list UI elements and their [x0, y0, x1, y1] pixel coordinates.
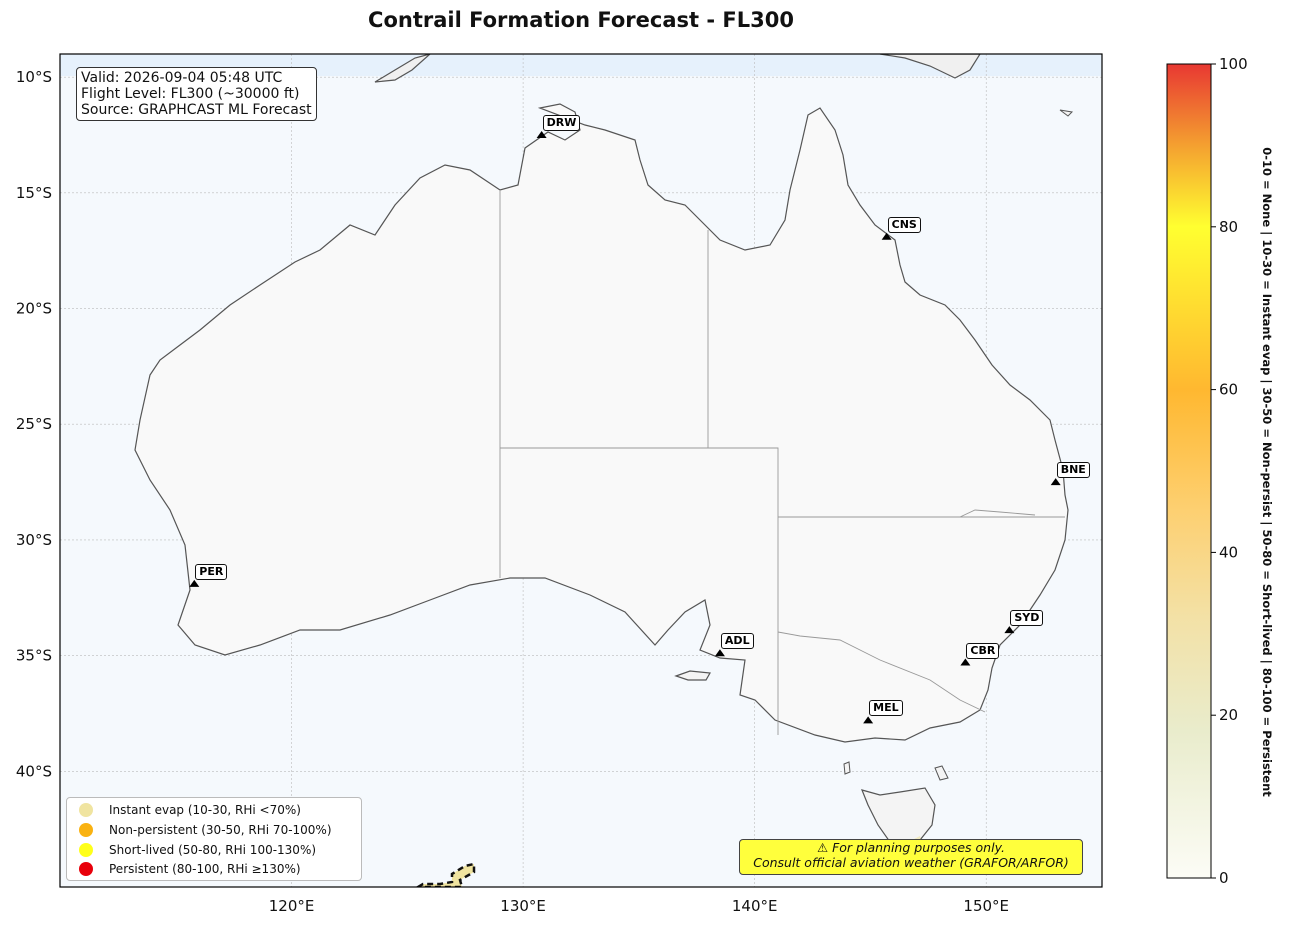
city-marker-cbr	[960, 658, 971, 666]
contrail-patch	[415, 862, 476, 887]
lon-ticks: 120°E 130°E 140°E 150°E	[269, 897, 1009, 915]
tasmania	[860, 787, 936, 851]
info-valid: Valid: 2026-09-04 05:48 UTC	[81, 70, 283, 86]
colorbar-side-label: 0-10 = None | 10-30 = Instant evap | 30-…	[1232, 72, 1302, 872]
city-marker-cns	[881, 232, 892, 240]
legend-label-persistent: Persistent (80-100, RHi ≥130%)	[109, 862, 301, 876]
city-label-syd: SYD	[1010, 610, 1044, 627]
disclaimer-line1: ⚠ For planning purposes only.	[817, 840, 1005, 855]
colorbar-category-text: 0-10 = None | 10-30 = Instant evap | 30-…	[1260, 147, 1274, 797]
city-label-bne: BNE	[1056, 462, 1090, 479]
state-borders	[499, 190, 1065, 735]
legend-label-shortlived: Short-lived (50-80, RHi 100-130%)	[109, 843, 317, 857]
lat-ticks: 10°S 15°S 20°S 25°S 30°S 35°S 40°S	[16, 68, 52, 780]
city-label-drw: DRW	[542, 114, 581, 131]
kangaroo-island	[674, 670, 711, 681]
disclaimer-line2: Consult official aviation weather (GRAFO…	[753, 855, 1069, 870]
legend-item-nonpersistent: Non-persistent (30-50, RHi 70-100%)	[79, 821, 332, 839]
city-marker-adl	[714, 649, 725, 657]
city-label-cbr: CBR	[966, 642, 1000, 659]
info-flight-level: Flight Level: FL300 (~30000 ft)	[81, 86, 300, 102]
city-label-per: PER	[195, 563, 228, 580]
city-markers	[189, 130, 1061, 724]
lon-tick-label: 120°E	[269, 897, 315, 915]
legend-dot-nonpersistent	[79, 823, 93, 837]
info-source: Source: GRAPHCAST ML Forecast	[81, 102, 312, 118]
chart-title: Contrail Formation Forecast - FL300	[368, 8, 794, 32]
legend-item-persistent: Persistent (80-100, RHi ≥130%)	[79, 860, 301, 878]
info-box: Valid: 2026-09-04 05:48 UTC Flight Level…	[76, 67, 317, 121]
legend-item-instant: Instant evap (10-30, RHi <70%)	[79, 801, 301, 819]
lat-tick-label: 40°S	[16, 762, 52, 780]
lat-tick-label: 25°S	[16, 415, 52, 433]
lon-tick-label: 150°E	[963, 897, 1009, 915]
legend-dot-persistent	[79, 862, 93, 876]
legend: Instant evap (10-30, RHi <70%) Non-persi…	[66, 797, 362, 881]
australia-mainland	[134, 103, 1069, 743]
legend-label-instant: Instant evap (10-30, RHi <70%)	[109, 803, 301, 817]
city-marker-bne	[1050, 478, 1061, 486]
new-guinea-coast	[879, 54, 981, 79]
city-label-cns: CNS	[887, 216, 921, 233]
lat-tick-label: 20°S	[16, 300, 52, 318]
king-island	[843, 761, 851, 775]
lat-tick-label: 35°S	[16, 647, 52, 665]
solomon-islet	[1059, 109, 1074, 117]
lon-tick-label: 140°E	[732, 897, 778, 915]
map-frame	[59, 53, 1103, 888]
city-marker-per	[189, 579, 200, 587]
timor-island	[374, 54, 431, 83]
disclaimer-box: ⚠ For planning purposes only. Consult of…	[739, 839, 1083, 875]
legend-dot-instant	[79, 803, 93, 817]
lat-tick-label: 15°S	[16, 184, 52, 202]
contrail-band	[60, 54, 1102, 76]
flinders-island	[934, 765, 949, 781]
city-label-adl: ADL	[720, 633, 754, 650]
legend-dot-shortlived	[79, 843, 93, 857]
city-marker-drw	[536, 130, 547, 138]
city-marker-syd	[1004, 626, 1015, 634]
lat-tick-label: 10°S	[16, 68, 52, 86]
lon-tick-label: 130°E	[500, 897, 546, 915]
city-marker-mel	[863, 716, 874, 724]
city-label-mel: MEL	[869, 700, 903, 717]
legend-item-shortlived: Short-lived (50-80, RHi 100-130%)	[79, 841, 316, 859]
legend-label-nonpersistent: Non-persistent (30-50, RHi 70-100%)	[109, 823, 332, 837]
lat-tick-label: 30°S	[16, 531, 52, 549]
